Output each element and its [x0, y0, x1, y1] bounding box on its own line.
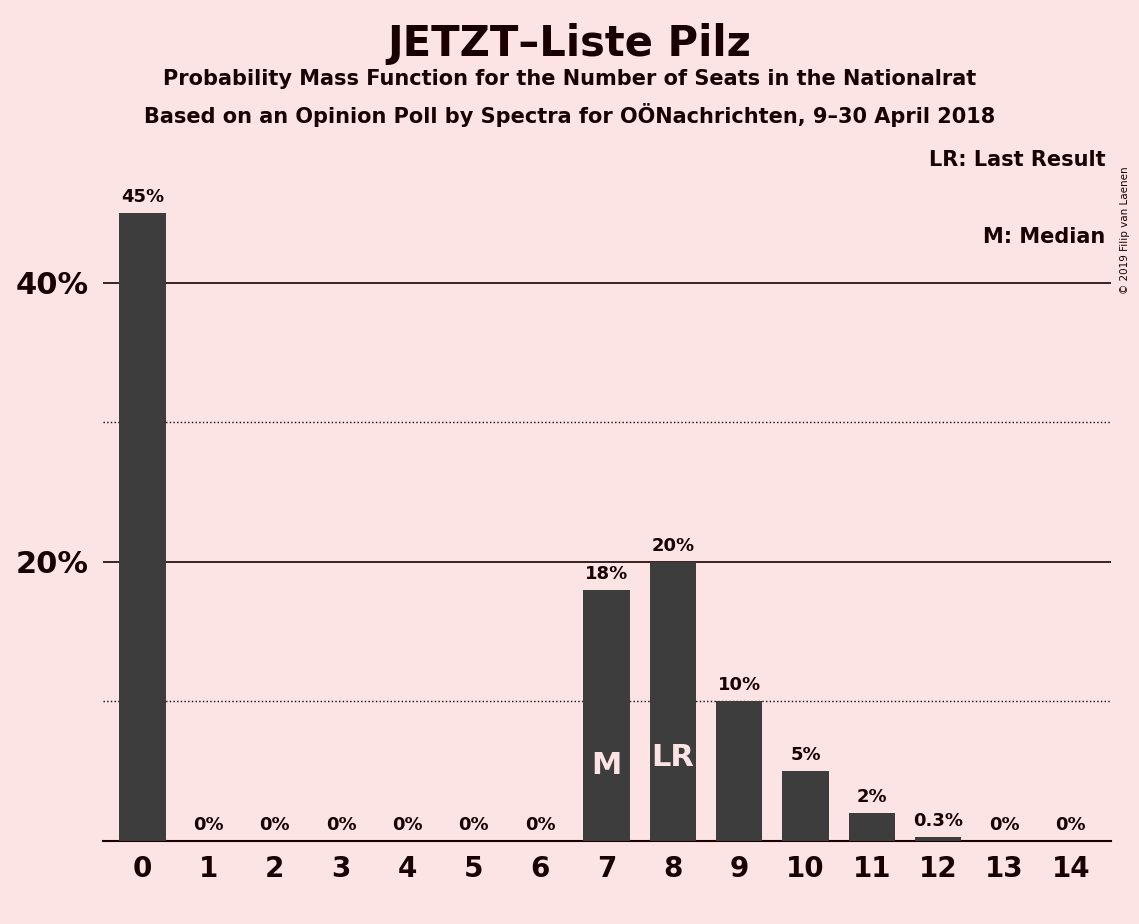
Text: 0%: 0%: [525, 816, 556, 833]
Text: 2%: 2%: [857, 788, 887, 806]
Bar: [649, 562, 696, 841]
Text: Based on an Opinion Poll by Spectra for OÖNachrichten, 9–30 April 2018: Based on an Opinion Poll by Spectra for …: [144, 103, 995, 128]
Bar: [782, 771, 829, 841]
Bar: [716, 701, 762, 841]
Bar: [849, 813, 895, 841]
Text: LR: LR: [652, 743, 695, 772]
Text: 45%: 45%: [121, 188, 164, 206]
Text: LR: Last Result: LR: Last Result: [929, 151, 1106, 170]
Text: 0%: 0%: [392, 816, 423, 833]
Text: 10%: 10%: [718, 676, 761, 694]
Text: JETZT–Liste Pilz: JETZT–Liste Pilz: [387, 23, 752, 65]
Text: 0%: 0%: [260, 816, 290, 833]
Text: 20%: 20%: [652, 537, 695, 554]
Text: © 2019 Filip van Laenen: © 2019 Filip van Laenen: [1120, 166, 1130, 294]
Text: 0%: 0%: [989, 816, 1019, 833]
Text: M: M: [591, 751, 622, 780]
Text: 0%: 0%: [194, 816, 224, 833]
Bar: [120, 213, 165, 841]
Bar: [915, 836, 961, 841]
Text: M: Median: M: Median: [983, 227, 1106, 247]
Text: 0.3%: 0.3%: [913, 811, 964, 830]
Text: Probability Mass Function for the Number of Seats in the Nationalrat: Probability Mass Function for the Number…: [163, 69, 976, 90]
Text: 0%: 0%: [326, 816, 357, 833]
Text: 5%: 5%: [790, 746, 821, 764]
Text: 18%: 18%: [585, 565, 628, 583]
Text: 0%: 0%: [1056, 816, 1087, 833]
Bar: [583, 590, 630, 841]
Text: 0%: 0%: [459, 816, 489, 833]
